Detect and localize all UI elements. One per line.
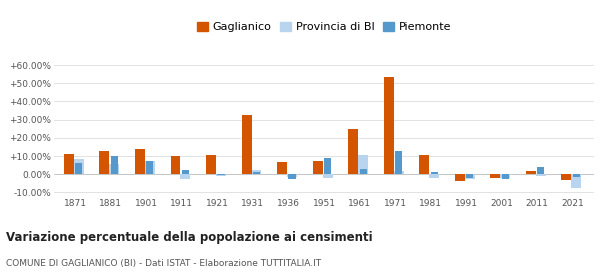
- Bar: [490, 174, 500, 178]
- Bar: [348, 129, 358, 174]
- Bar: [289, 174, 296, 179]
- Bar: [464, 174, 475, 179]
- Bar: [313, 162, 323, 174]
- Bar: [206, 155, 216, 174]
- Bar: [358, 155, 368, 174]
- Bar: [429, 174, 439, 178]
- Bar: [383, 77, 394, 174]
- Bar: [572, 174, 580, 177]
- Bar: [431, 172, 437, 174]
- Bar: [74, 159, 84, 174]
- Bar: [537, 167, 544, 174]
- Bar: [100, 151, 109, 174]
- Bar: [500, 174, 510, 178]
- Bar: [526, 171, 536, 174]
- Bar: [242, 115, 251, 174]
- Text: COMUNE DI GAGLIANICO (BI) - Dati ISTAT - Elaborazione TUTTITALIA.IT: COMUNE DI GAGLIANICO (BI) - Dati ISTAT -…: [6, 259, 321, 268]
- Bar: [466, 174, 473, 178]
- Bar: [571, 174, 581, 188]
- Bar: [455, 174, 464, 181]
- Text: Variazione percentuale della popolazione ai censimenti: Variazione percentuale della popolazione…: [6, 231, 373, 244]
- Legend: Gaglianico, Provincia di BI, Piemonte: Gaglianico, Provincia di BI, Piemonte: [194, 20, 454, 34]
- Bar: [111, 156, 118, 174]
- Bar: [324, 158, 331, 174]
- Bar: [562, 174, 571, 180]
- Bar: [287, 174, 297, 177]
- Bar: [502, 174, 509, 179]
- Bar: [217, 174, 224, 175]
- Bar: [323, 174, 332, 178]
- Bar: [277, 162, 287, 174]
- Bar: [395, 151, 402, 174]
- Bar: [181, 174, 190, 179]
- Bar: [419, 155, 429, 174]
- Bar: [145, 162, 155, 174]
- Bar: [109, 164, 119, 174]
- Bar: [146, 160, 154, 174]
- Bar: [182, 170, 189, 174]
- Bar: [394, 171, 404, 174]
- Bar: [135, 149, 145, 174]
- Bar: [64, 154, 74, 174]
- Bar: [76, 163, 82, 174]
- Bar: [170, 156, 181, 174]
- Bar: [359, 169, 367, 174]
- Bar: [536, 174, 545, 176]
- Bar: [216, 174, 226, 176]
- Bar: [251, 170, 262, 174]
- Bar: [253, 172, 260, 174]
